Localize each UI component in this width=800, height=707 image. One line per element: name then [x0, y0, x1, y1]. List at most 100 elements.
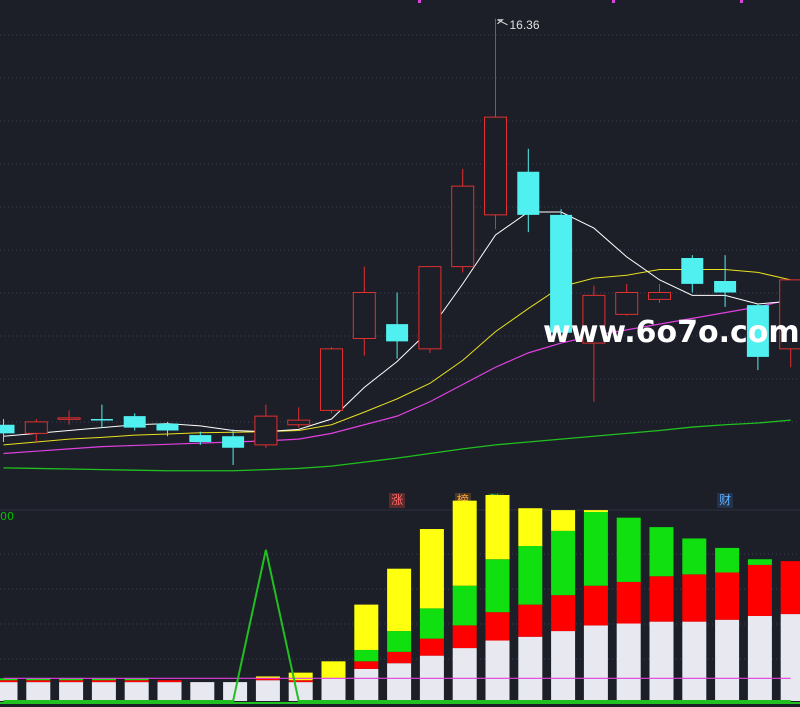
volume-bar-yellow — [518, 508, 543, 547]
volume-bar-yellow — [452, 500, 477, 586]
volume-bar-white — [321, 678, 346, 701]
candle-body-up — [24, 421, 48, 434]
volume-bar-white — [255, 680, 280, 701]
volume-bar-white — [59, 682, 84, 701]
volume-bar-white — [387, 663, 412, 701]
candle-body-up — [615, 292, 639, 315]
price-chart: 16.36 www.6o7o.com — [0, 0, 800, 472]
volume-bar-white — [551, 631, 576, 701]
volume-bar-yellow — [288, 672, 313, 681]
candle-body-down — [90, 419, 113, 421]
volume-bar-yellow — [583, 510, 608, 512]
volume-bar-green — [26, 678, 51, 681]
volume-bar-red — [452, 625, 477, 649]
top-marker — [740, 0, 743, 3]
volume-bar-green — [682, 538, 707, 575]
volume-bar-yellow — [321, 661, 346, 679]
volume-bar-red — [387, 651, 412, 664]
volume-bar-red — [255, 678, 280, 681]
volume-bar-white — [452, 648, 477, 701]
volume-bar-yellow — [354, 604, 379, 650]
volume-bar-white — [91, 682, 116, 701]
peak-price-label: 16.36 — [510, 18, 540, 32]
volume-bar-red — [157, 680, 182, 683]
volume-bar-red — [747, 564, 772, 616]
volume-bar-white — [157, 682, 182, 701]
volume-bar-white — [124, 682, 149, 701]
volume-bar-red — [288, 680, 313, 683]
volume-bar-green — [452, 585, 477, 626]
volume-bar-white — [616, 623, 641, 701]
volume-bar-red — [124, 680, 149, 683]
volume-bar-yellow — [485, 494, 510, 560]
volume-bar-red — [682, 574, 707, 622]
volume-bar-white — [288, 682, 313, 701]
volume-bar-red — [518, 604, 543, 637]
candle-body-down — [714, 281, 737, 293]
watermark-text: www.6o7o.com — [543, 315, 800, 350]
volume-bar-white — [583, 625, 608, 701]
volume-bar-white — [0, 682, 18, 701]
volume-bar-white — [682, 621, 707, 701]
volume-bar-red — [26, 680, 51, 683]
volume-bar-yellow — [419, 529, 444, 609]
volume-bar-red — [59, 680, 84, 683]
volume-bar-red — [91, 680, 116, 683]
volume-bar-green — [616, 517, 641, 582]
volume-bar-green — [387, 631, 412, 652]
volume-bar-white — [354, 668, 379, 701]
volume-bar-red — [715, 572, 740, 620]
ma10-line — [3, 269, 791, 446]
ma20-line — [3, 298, 791, 455]
candle-body-down — [550, 214, 573, 333]
volume-bar-yellow — [551, 510, 576, 531]
candle-body-up — [254, 415, 278, 446]
candle-body-up — [484, 116, 507, 216]
candle-body-down — [386, 324, 409, 342]
candle-body-up — [418, 266, 442, 350]
ma60-line — [3, 419, 791, 472]
volume-bar-red — [354, 661, 379, 669]
candle-body-down — [0, 424, 15, 434]
volume-bar-green — [124, 678, 149, 681]
candle-body-down — [517, 171, 540, 215]
volume-bar-green — [518, 546, 543, 605]
volume-bar-white — [780, 614, 800, 701]
volume-bar-red — [419, 638, 444, 656]
volume-bar-green — [91, 678, 116, 681]
volume-green-line — [3, 549, 791, 702]
candle-body-down — [681, 258, 704, 284]
volume-axis-label: 00 — [0, 510, 14, 523]
volume-bar-red — [0, 680, 18, 683]
candle-body-up — [352, 292, 376, 339]
volume-bar-white — [485, 640, 510, 701]
top-marker — [612, 0, 615, 3]
volume-bar-green — [59, 678, 84, 681]
candle-body-up — [648, 292, 671, 300]
candle-body-down — [123, 416, 146, 428]
volume-bar-green — [0, 678, 18, 681]
top-marker — [418, 0, 421, 3]
volume-bar-green — [551, 530, 576, 596]
volume-bar-yellow — [387, 568, 412, 632]
candle-body-up — [582, 294, 606, 344]
volume-bar-yellow — [255, 676, 280, 679]
candle-body-up — [779, 279, 800, 350]
peak-arrow — [497, 19, 508, 26]
volume-bar-green — [354, 649, 379, 662]
candle-body-down — [746, 305, 769, 357]
volume-bar-red — [649, 576, 674, 622]
volume-bar-white — [518, 636, 543, 701]
candle-body-down — [156, 423, 179, 431]
volume-bar-white — [715, 619, 740, 701]
candle-body-up — [320, 348, 343, 411]
volume-bar-green — [419, 608, 444, 639]
volume-bar-white — [26, 682, 51, 701]
volume-bar-white — [649, 621, 674, 701]
volume-bar-red — [551, 595, 576, 632]
volume-bar-green — [747, 559, 772, 565]
volume-bar-green — [715, 547, 740, 573]
volume-bar-red — [485, 612, 510, 641]
candle-body-up — [451, 185, 475, 268]
